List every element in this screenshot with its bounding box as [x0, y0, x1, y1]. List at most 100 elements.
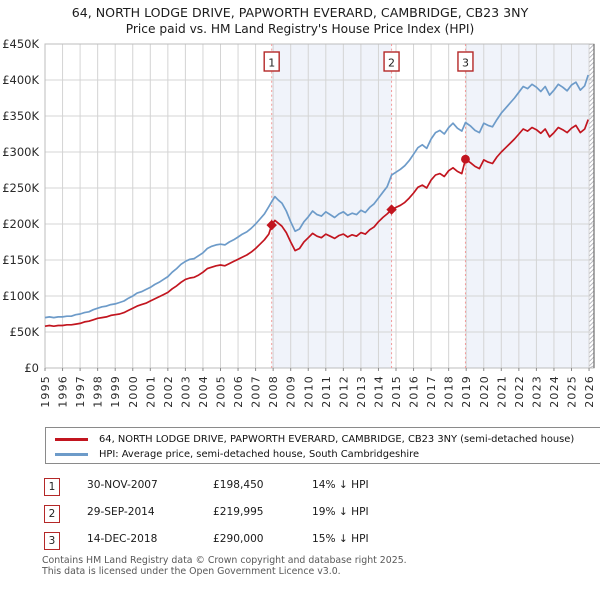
sale-number-text: 2 — [388, 57, 395, 70]
hatch-line — [589, 70, 595, 76]
hatch-line — [589, 286, 595, 292]
y-axis-label: £400K — [2, 73, 39, 87]
hatch-line — [589, 294, 595, 301]
chart-legend: 64, NORTH LODGE DRIVE, PAPWORTH EVERARD,… — [45, 427, 600, 464]
y-axis-label: £100K — [2, 289, 39, 303]
x-axis-label: 2023 — [530, 375, 543, 408]
x-axis-label: 2016 — [408, 375, 421, 408]
page-subtitle: Price paid vs. HM Land Registry's House … — [125, 22, 475, 36]
hatch-line — [589, 246, 595, 252]
y-axis-label: £350K — [2, 109, 39, 123]
y-axis-label: £300K — [2, 145, 39, 159]
x-axis-label: 2012 — [337, 375, 350, 408]
hatch-line — [589, 105, 595, 111]
x-axis-label: 2004 — [197, 375, 210, 408]
sale-hpi-diff: 14% ↓ HPI — [312, 479, 369, 491]
y-axis-label: £450K — [2, 37, 39, 51]
x-axis-label: 2017 — [425, 375, 438, 408]
hatch-line — [589, 343, 595, 349]
x-axis-label: 1997 — [74, 375, 87, 408]
x-axis-label: 2015 — [390, 375, 403, 408]
hatch-line — [589, 167, 595, 173]
x-axis-label: 2013 — [355, 375, 368, 408]
y-axis-label: £200K — [2, 217, 39, 231]
hatch-line — [589, 272, 595, 279]
sale-number-badge: 3 — [44, 532, 60, 550]
sale-date: 14-DEC-2018 — [87, 533, 158, 545]
hatch-line — [589, 96, 595, 103]
hatch-line — [589, 162, 595, 169]
hatch-line — [589, 44, 595, 50]
hatch-line — [589, 176, 595, 182]
sale-price: £290,000 — [213, 533, 264, 545]
hatch-line — [589, 316, 595, 323]
x-axis-label: 2005 — [215, 375, 228, 408]
hatch-line — [589, 92, 595, 98]
sale-hpi-diff: 19% ↓ HPI — [312, 506, 369, 518]
sale-price: £219,995 — [213, 506, 264, 518]
hatch-line — [589, 184, 595, 191]
x-axis-label: 2002 — [162, 375, 175, 408]
sale-number-text: 3 — [462, 57, 469, 70]
sale-price: £198,450 — [213, 479, 264, 491]
x-axis-label: 2014 — [372, 375, 385, 408]
hatch-line — [589, 110, 595, 116]
x-axis-label: 1995 — [39, 375, 52, 408]
hatch-line — [589, 189, 595, 195]
sale-date: 30-NOV-2007 — [87, 479, 158, 491]
sale-number-box — [383, 51, 400, 72]
hatch-line — [589, 101, 595, 107]
hatch-line — [589, 325, 595, 331]
footer-line1: Contains HM Land Registry data © Crown c… — [42, 555, 407, 566]
hatch-line — [589, 206, 595, 213]
x-axis-label: 2018 — [443, 375, 456, 408]
x-axis-label: 2024 — [548, 375, 561, 408]
hatch-line — [589, 136, 595, 142]
x-axis-label: 2010 — [302, 375, 315, 408]
shaded-period — [271, 44, 392, 368]
sale-marker-diamond — [386, 204, 397, 215]
hatch-line — [589, 180, 595, 186]
hatch-line — [589, 145, 595, 151]
hatch-line — [589, 158, 595, 164]
hatch-line — [589, 352, 595, 358]
y-axis-label: £0 — [24, 361, 39, 375]
hatch-line — [589, 171, 595, 177]
hatch-line — [589, 264, 595, 270]
x-axis-label: 2021 — [495, 375, 508, 408]
legend-item-price: 64, NORTH LODGE DRIVE, PAPWORTH EVERARD,… — [55, 432, 600, 447]
hatch-line — [589, 250, 595, 257]
x-axis-label: 2007 — [250, 375, 263, 408]
sales-table: 1 30-NOV-2007 £198,450 14% ↓ HPI 2 29-SE… — [44, 477, 584, 558]
hatch-line — [589, 193, 595, 199]
hatch-line — [589, 83, 595, 89]
shaded-period — [465, 44, 590, 368]
hatch-line — [589, 330, 595, 336]
x-axis-label: 1998 — [92, 375, 105, 408]
sale-number-box — [263, 51, 280, 72]
hatch-line — [589, 88, 595, 94]
y-axis-label: £150K — [2, 253, 39, 267]
hatch-line — [589, 118, 595, 125]
x-axis-label: 2025 — [566, 375, 579, 408]
hatch-line — [589, 334, 595, 340]
x-axis-label: 2022 — [513, 375, 526, 408]
title-block: 64, NORTH LODGE DRIVE, PAPWORTH EVERARD,… — [0, 4, 600, 37]
hatch-line — [589, 132, 595, 138]
hatch-line — [589, 228, 595, 235]
x-axis-label: 2006 — [232, 375, 245, 408]
sale-hpi-diff: 15% ↓ HPI — [312, 533, 369, 545]
x-axis-label: 2008 — [267, 375, 280, 408]
hatch-line — [589, 224, 595, 230]
hatch-line — [589, 149, 595, 155]
hatch-line — [589, 140, 595, 147]
hatch-line — [589, 338, 595, 345]
x-axis-label: 2019 — [460, 375, 473, 408]
x-axis-label: 2009 — [285, 375, 298, 408]
x-axis-label: 2003 — [179, 375, 192, 408]
hatch-line — [589, 242, 595, 248]
price-line-swatch — [55, 438, 88, 441]
hatch-line — [589, 123, 595, 129]
y-axis-label: £50K — [10, 325, 40, 339]
